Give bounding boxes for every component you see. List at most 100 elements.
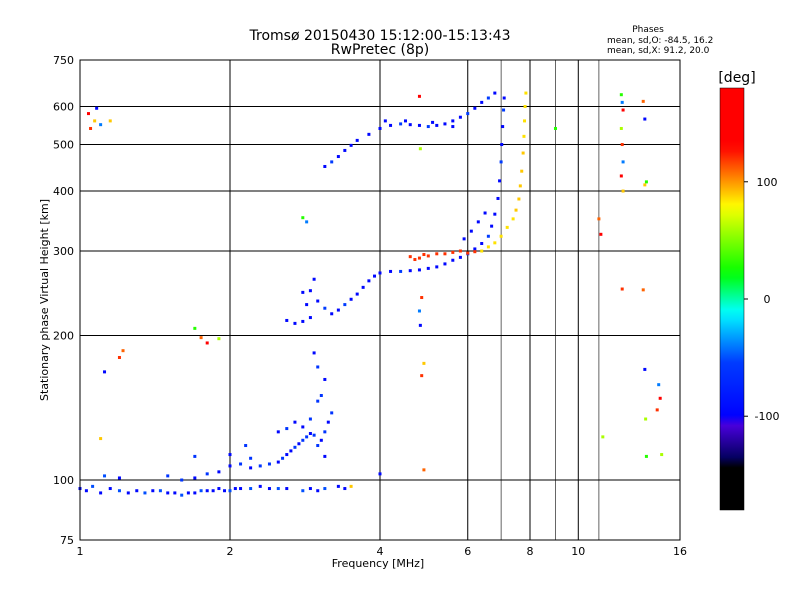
data-point — [408, 123, 412, 127]
data-point — [99, 123, 103, 127]
data-point — [367, 132, 371, 136]
data-point — [312, 277, 316, 281]
data-point — [399, 269, 403, 273]
y-tick-label: 600 — [53, 101, 74, 114]
data-point — [451, 125, 455, 129]
data-point — [644, 180, 648, 184]
data-point — [158, 489, 162, 493]
data-point — [330, 160, 334, 164]
data-point — [378, 271, 382, 275]
data-point — [480, 242, 484, 246]
data-point — [293, 420, 297, 424]
data-point — [316, 444, 320, 448]
data-point — [643, 183, 647, 187]
x-tick-label: 8 — [527, 545, 534, 558]
colorbar: 100 0 -100 — [719, 87, 780, 511]
data-point — [89, 126, 93, 130]
data-point — [343, 148, 347, 152]
data-point — [205, 472, 209, 476]
data-point — [108, 487, 112, 491]
data-point — [367, 279, 371, 283]
data-point — [205, 341, 209, 345]
data-point — [451, 258, 455, 262]
colorbar-tick-label: -100 — [755, 410, 780, 423]
data-point — [389, 123, 393, 127]
data-point — [108, 119, 112, 123]
data-point — [486, 96, 490, 100]
data-point — [643, 117, 647, 121]
data-point — [276, 430, 280, 434]
data-point — [99, 437, 103, 441]
colorbar-tick-label: 0 — [764, 293, 771, 306]
data-point — [520, 169, 524, 173]
data-point — [458, 249, 462, 253]
data-point — [308, 289, 312, 293]
data-point — [336, 484, 340, 488]
data-point — [316, 365, 320, 369]
data-point — [418, 147, 422, 151]
data-point — [239, 462, 243, 466]
data-point — [193, 491, 197, 495]
stats-line-x: mean, sd,X: 91.2, 20.0 — [607, 46, 710, 56]
data-point — [199, 336, 203, 340]
data-point — [205, 489, 209, 493]
data-point — [228, 464, 232, 468]
data-point — [267, 487, 271, 491]
data-point — [501, 125, 505, 129]
chart-axes: 1 2 4 6 8 10 16 75 100 200 300 400 500 600 750 — [53, 54, 687, 558]
data-point — [644, 417, 648, 421]
x-tick-label: 2 — [227, 545, 234, 558]
data-point — [166, 474, 170, 478]
data-point — [330, 411, 334, 415]
data-point — [643, 367, 647, 371]
data-point — [301, 216, 305, 220]
data-point — [443, 262, 447, 266]
data-point — [117, 489, 121, 493]
data-point — [126, 491, 130, 495]
plot-frame — [79, 59, 681, 541]
data-point — [323, 454, 327, 458]
data-point — [422, 361, 426, 365]
data-point — [312, 433, 316, 437]
data-point — [641, 288, 645, 292]
y-tick-label: 500 — [53, 139, 74, 152]
data-point — [258, 484, 262, 488]
data-point — [103, 370, 107, 374]
data-point — [466, 251, 470, 255]
data-point — [658, 396, 662, 400]
data-point — [499, 160, 503, 164]
data-point — [301, 290, 305, 294]
data-point — [524, 91, 528, 95]
data-point — [621, 189, 625, 193]
data-point — [493, 241, 497, 245]
data-point — [349, 297, 353, 301]
data-point — [553, 126, 557, 130]
data-point — [417, 268, 421, 272]
data-point — [323, 487, 327, 491]
data-point — [486, 245, 490, 249]
data-point — [399, 122, 403, 126]
data-point — [223, 489, 227, 493]
data-point — [308, 487, 312, 491]
x-axis-label: Frequency [MHz] — [332, 557, 424, 570]
x-tick-label: 1 — [77, 545, 84, 558]
data-point — [493, 91, 497, 95]
data-point — [316, 399, 320, 403]
data-point — [522, 134, 526, 138]
y-tick-label: 750 — [53, 54, 74, 67]
data-point — [505, 225, 509, 229]
data-point — [426, 125, 430, 129]
data-point — [143, 491, 147, 495]
data-point — [473, 247, 477, 251]
data-point — [473, 250, 477, 254]
data-point — [349, 143, 353, 147]
data-point — [620, 287, 624, 291]
data-point — [281, 456, 285, 460]
data-point — [186, 491, 190, 495]
data-point — [408, 255, 412, 259]
data-point — [408, 269, 412, 273]
data-point — [462, 237, 466, 241]
data-point — [173, 491, 177, 495]
data-point — [289, 449, 293, 453]
